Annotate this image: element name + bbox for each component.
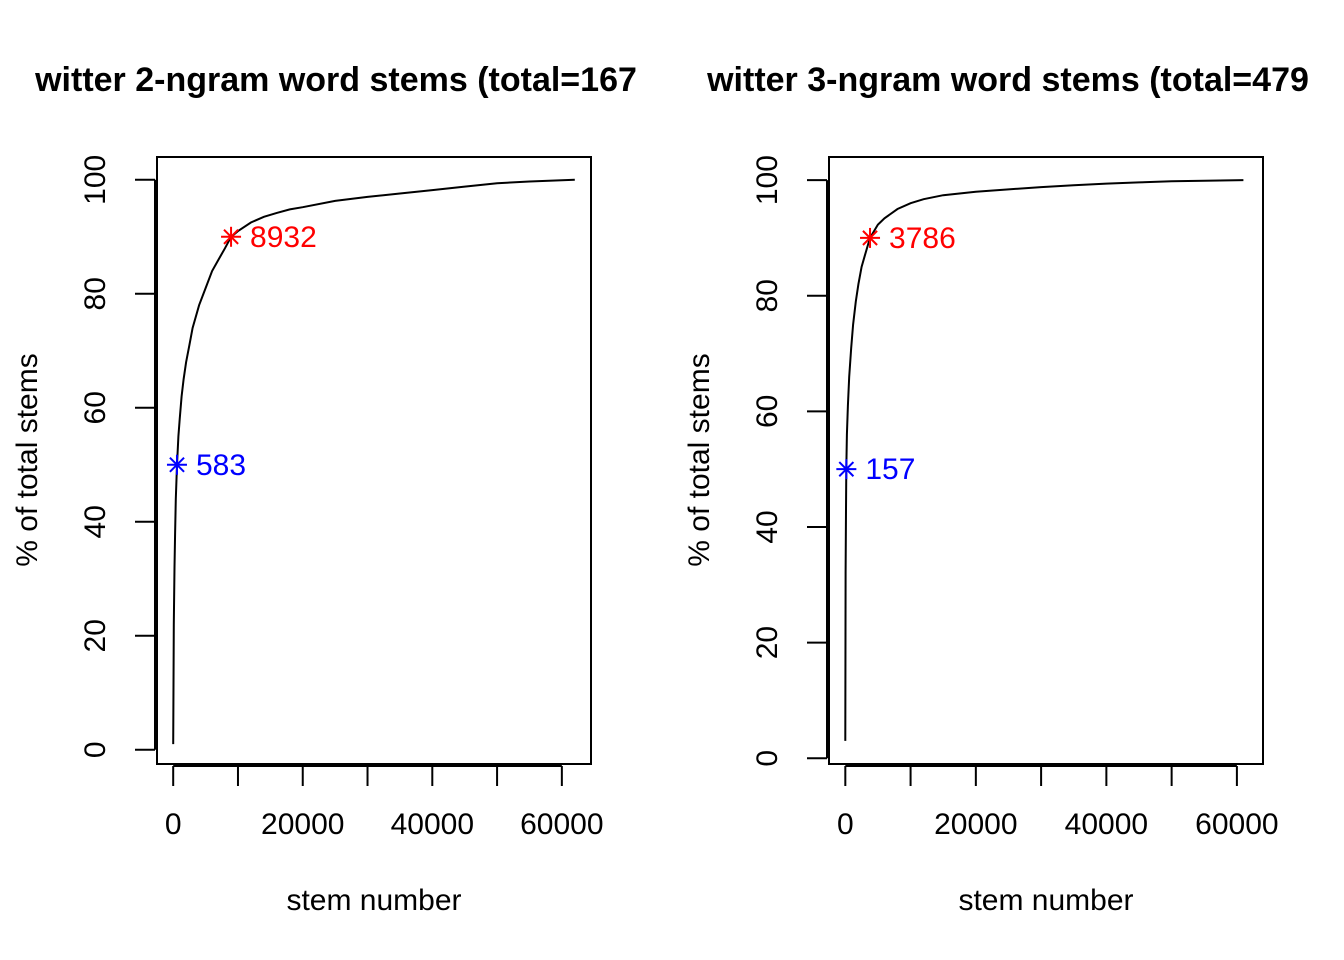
asterisk-stroke xyxy=(862,230,878,246)
plot-frame xyxy=(156,156,592,765)
x-axis-label: stem number xyxy=(958,884,1133,917)
asterisk-marker xyxy=(860,227,881,248)
asterisk-marker xyxy=(221,226,242,247)
annotation-label: 8932 xyxy=(250,221,317,254)
annotation-label: 583 xyxy=(196,449,246,482)
x-tick-label: 20000 xyxy=(261,808,344,841)
y-tick-label: 80 xyxy=(79,277,112,310)
chart-title: witter 2-ngram word stems (total=167 xyxy=(34,61,637,99)
x-tick-label: 40000 xyxy=(1065,808,1148,841)
x-tick-label: 40000 xyxy=(391,808,474,841)
chart-title: witter 3-ngram word stems (total=479 xyxy=(706,61,1309,99)
asterisk-marker xyxy=(166,454,187,475)
y-tick-label: 0 xyxy=(751,750,784,767)
asterisk-stroke xyxy=(223,229,239,245)
x-tick-label: 0 xyxy=(165,808,182,841)
asterisk-stroke xyxy=(169,456,185,473)
y-tick-label: 60 xyxy=(751,395,784,428)
y-axis-label: % of total stems xyxy=(11,353,44,566)
y-tick-label: 80 xyxy=(751,279,784,312)
y-tick-label: 100 xyxy=(751,155,784,205)
y-tick-label: 0 xyxy=(79,741,112,758)
y-axis-label: % of total stems xyxy=(683,353,716,566)
x-tick-label: 0 xyxy=(837,808,854,841)
x-tick-label: 60000 xyxy=(520,808,603,841)
y-tick-label: 100 xyxy=(79,155,112,205)
y-tick-label: 20 xyxy=(751,626,784,659)
x-axis-label: stem number xyxy=(286,884,461,917)
y-tick-label: 40 xyxy=(79,505,112,538)
y-tick-label: 20 xyxy=(79,619,112,652)
annotation-label: 157 xyxy=(865,453,915,486)
y-tick-label: 60 xyxy=(79,391,112,424)
cumulative-curve xyxy=(844,179,1244,741)
y-tick-label: 40 xyxy=(751,510,784,543)
annotation-label: 3786 xyxy=(889,222,956,255)
asterisk-marker xyxy=(836,459,857,480)
plot-frame xyxy=(828,156,1264,765)
asterisk-stroke xyxy=(838,461,855,477)
x-tick-label: 20000 xyxy=(934,808,1017,841)
x-tick-label: 60000 xyxy=(1195,808,1278,841)
